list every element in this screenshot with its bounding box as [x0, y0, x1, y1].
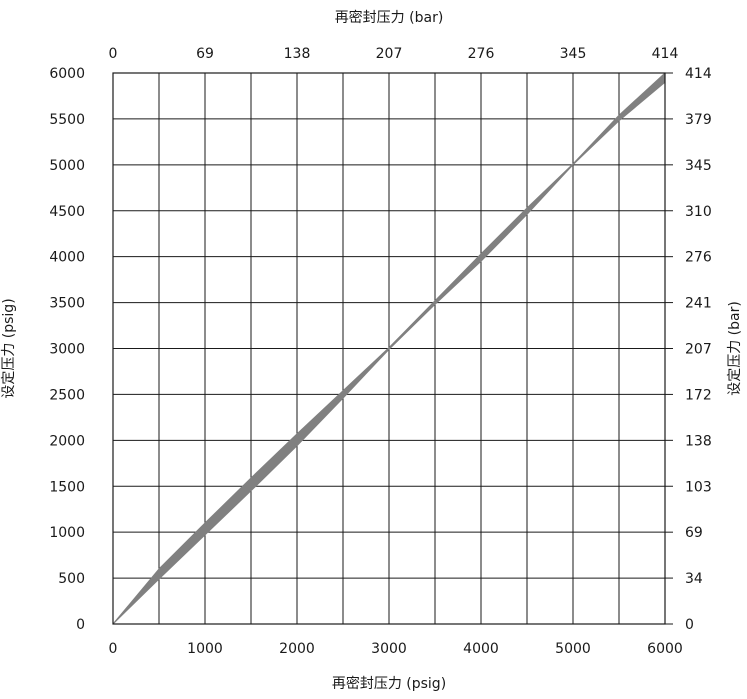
- x-tick-labels: 0 1000 2000 3000 4000 5000 6000: [109, 641, 683, 657]
- x2-axis-title: 再密封压力 (bar): [335, 9, 444, 26]
- y2-tick-label: 241: [685, 296, 712, 312]
- y-tick-label: 0: [76, 617, 85, 633]
- y2-tick-labels: 0 34 69 103 138 172 207 241 276 310 345 379 414: [685, 66, 712, 633]
- x-tick-label: 3000: [371, 641, 407, 657]
- y2-tick-label: 69: [685, 525, 703, 541]
- y-tick-label: 2000: [49, 433, 85, 449]
- y2-tick-label: 310: [685, 204, 712, 220]
- x-tick-label: 6000: [647, 641, 683, 657]
- y2-tick-label: 414: [685, 66, 712, 82]
- y-tick-label: 5000: [49, 158, 85, 174]
- x2-tick-labels: 0 69 138 207 276 345 414: [109, 46, 679, 62]
- x2-tick-label: 276: [468, 46, 495, 62]
- x-tick-label: 1000: [187, 641, 223, 657]
- x-tick-label: 5000: [555, 641, 591, 657]
- x2-tick-label: 345: [560, 46, 587, 62]
- x-tick-label: 0: [109, 641, 118, 657]
- y2-tick-label: 379: [685, 112, 712, 128]
- y2-tick-label: 276: [685, 250, 712, 266]
- y2-tick-label: 345: [685, 158, 712, 174]
- x-tick-label: 4000: [463, 641, 499, 657]
- x2-tick-label: 414: [652, 46, 679, 62]
- y2-tick-label: 103: [685, 479, 712, 495]
- y-tick-label: 1500: [49, 479, 85, 495]
- y-tick-labels: 0 500 1000 1500 2000 2500 3000 3500 4000 4500 5000…: [49, 66, 85, 633]
- y-tick-label: 1000: [49, 525, 85, 541]
- x2-tick-label: 207: [376, 46, 403, 62]
- plot-frame: [112, 72, 666, 625]
- x2-tick-label: 0: [109, 46, 118, 62]
- grid: [113, 72, 673, 625]
- y-tick-label: 4000: [49, 250, 85, 266]
- y-tick-label: 2500: [49, 387, 85, 403]
- y2-tick-label: 207: [685, 342, 712, 358]
- y2-tick-label: 138: [685, 433, 712, 449]
- y-tick-label: 3000: [49, 342, 85, 358]
- y-tick-label: 4500: [49, 204, 85, 220]
- y-tick-label: 500: [58, 571, 85, 587]
- y-tick-label: 5500: [49, 112, 85, 128]
- y-tick-label: 3500: [49, 296, 85, 312]
- y2-tick-label: 172: [685, 387, 712, 403]
- y2-tick-label: 34: [685, 571, 703, 587]
- y-axis-title: 设定压力 (psig): [1, 298, 17, 398]
- x-tick-label: 2000: [279, 641, 315, 657]
- y2-tick-label: 0: [685, 617, 694, 633]
- x2-tick-label: 69: [196, 46, 214, 62]
- y-tick-label: 6000: [49, 66, 85, 82]
- x2-tick-label: 138: [284, 46, 311, 62]
- y2-axis-title: 设定压力 (bar): [727, 301, 743, 396]
- x-axis-title: 再密封压力 (psig): [332, 675, 446, 692]
